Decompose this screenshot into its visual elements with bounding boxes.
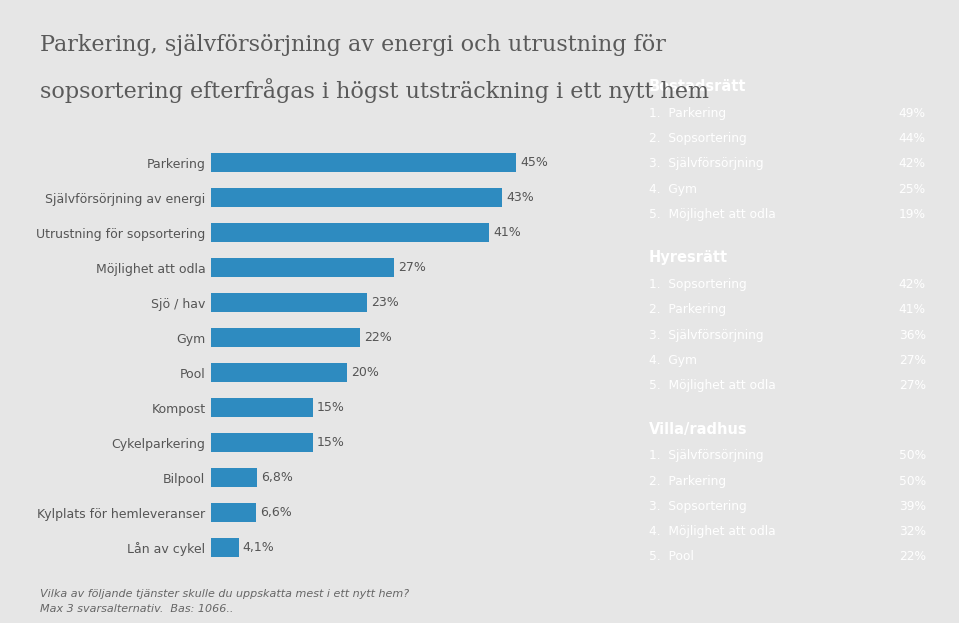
Text: 41%: 41%: [899, 303, 925, 316]
Text: sopsortering efterfrågas i högst utsträckning i ett nytt hem: sopsortering efterfrågas i högst utsträc…: [40, 78, 710, 103]
Text: 32%: 32%: [899, 525, 925, 538]
Text: Max 3 svarsalternativ.  Bas: 1066..: Max 3 svarsalternativ. Bas: 1066..: [40, 604, 234, 614]
Text: 4,1%: 4,1%: [243, 541, 274, 554]
Bar: [211, 258, 394, 277]
Text: Bostadsrätt: Bostadsrätt: [649, 79, 746, 94]
Text: 20%: 20%: [351, 366, 379, 379]
Text: Hyresrätt: Hyresrätt: [649, 250, 728, 265]
Text: 2.  Parkering: 2. Parkering: [649, 475, 726, 488]
Bar: [211, 363, 346, 383]
Text: 4.  Gym: 4. Gym: [649, 354, 697, 367]
Text: Parkering, självförsörjning av energi och utrustning för: Parkering, självförsörjning av energi oc…: [40, 34, 667, 56]
Text: Villa/radhus: Villa/radhus: [649, 422, 748, 437]
Bar: [211, 503, 256, 522]
Bar: [211, 293, 367, 312]
Text: 42%: 42%: [899, 157, 925, 170]
Bar: [211, 223, 489, 242]
Text: 45%: 45%: [520, 156, 548, 169]
Text: 1.  Självförsörjning: 1. Självförsörjning: [649, 449, 763, 462]
Text: 3.  Sopsortering: 3. Sopsortering: [649, 500, 747, 513]
Bar: [211, 188, 503, 207]
Text: 42%: 42%: [899, 278, 925, 291]
Text: 39%: 39%: [899, 500, 925, 513]
Text: 19%: 19%: [899, 208, 925, 221]
Text: 50%: 50%: [899, 475, 925, 488]
Text: 15%: 15%: [316, 436, 344, 449]
Bar: [211, 433, 313, 452]
Text: 6,6%: 6,6%: [260, 506, 292, 519]
Bar: [211, 538, 239, 558]
Text: 2.  Parkering: 2. Parkering: [649, 303, 726, 316]
Text: 1.  Parkering: 1. Parkering: [649, 107, 726, 120]
Text: 4.  Gym: 4. Gym: [649, 183, 697, 196]
Bar: [211, 468, 257, 487]
Text: 44%: 44%: [899, 132, 925, 145]
Text: 27%: 27%: [899, 379, 925, 392]
Text: 49%: 49%: [899, 107, 925, 120]
Text: 3.  Självförsörjning: 3. Självförsörjning: [649, 328, 763, 341]
Text: 4.  Möjlighet att odla: 4. Möjlighet att odla: [649, 525, 776, 538]
Text: 27%: 27%: [398, 261, 426, 274]
Text: 27%: 27%: [899, 354, 925, 367]
Text: 36%: 36%: [899, 328, 925, 341]
Text: 3.  Självförsörjning: 3. Självförsörjning: [649, 157, 763, 170]
Text: 50%: 50%: [899, 449, 925, 462]
Text: 25%: 25%: [899, 183, 925, 196]
Text: 22%: 22%: [899, 551, 925, 563]
Bar: [211, 153, 516, 172]
Text: 22%: 22%: [364, 331, 392, 344]
Text: Vilka av följande tjänster skulle du uppskatta mest i ett nytt hem?: Vilka av följande tjänster skulle du upp…: [40, 589, 409, 599]
Text: 2.  Sopsortering: 2. Sopsortering: [649, 132, 747, 145]
Text: 5.  Pool: 5. Pool: [649, 551, 693, 563]
Text: 43%: 43%: [506, 191, 534, 204]
Text: 5.  Möjlighet att odla: 5. Möjlighet att odla: [649, 208, 776, 221]
Bar: [211, 398, 313, 417]
Bar: [211, 328, 361, 347]
Text: 41%: 41%: [493, 226, 521, 239]
Text: 6,8%: 6,8%: [261, 471, 293, 484]
Text: 5.  Möjlighet att odla: 5. Möjlighet att odla: [649, 379, 776, 392]
Text: 15%: 15%: [316, 401, 344, 414]
Text: 23%: 23%: [371, 296, 399, 309]
Text: 1.  Sopsortering: 1. Sopsortering: [649, 278, 747, 291]
